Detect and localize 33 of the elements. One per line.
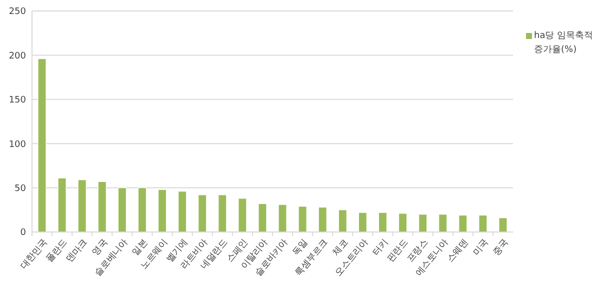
bar xyxy=(38,58,46,232)
bar xyxy=(358,212,367,232)
y-tick-label: 0 xyxy=(20,228,26,238)
y-tick-label: 150 xyxy=(8,96,26,106)
bar xyxy=(238,198,247,232)
bar xyxy=(498,218,508,232)
x-tick-label: 미국 xyxy=(471,238,491,258)
bar xyxy=(418,214,428,232)
x-tick-label: 중국 xyxy=(491,238,511,258)
bar xyxy=(438,214,448,232)
bar xyxy=(218,194,227,232)
bar xyxy=(278,204,287,232)
bar xyxy=(178,191,187,232)
bar xyxy=(478,214,488,232)
bar xyxy=(58,178,66,232)
bar xyxy=(158,189,167,232)
bar xyxy=(118,188,126,232)
y-tick-label: 100 xyxy=(8,140,26,150)
bar xyxy=(98,181,106,232)
y-tick-label: 250 xyxy=(8,7,26,18)
bar xyxy=(458,214,468,232)
legend-label: ha당 임목축적 증가율(%) xyxy=(534,31,594,55)
bar xyxy=(138,188,147,232)
bar xyxy=(258,203,267,232)
y-tick-label: 50 xyxy=(14,184,26,194)
bar xyxy=(338,210,347,232)
bar xyxy=(318,206,327,232)
bar xyxy=(378,212,388,232)
bar xyxy=(298,206,307,232)
bar xyxy=(398,213,408,232)
bar xyxy=(78,180,86,232)
bar xyxy=(198,194,207,232)
y-tick-label: 200 xyxy=(8,51,26,62)
